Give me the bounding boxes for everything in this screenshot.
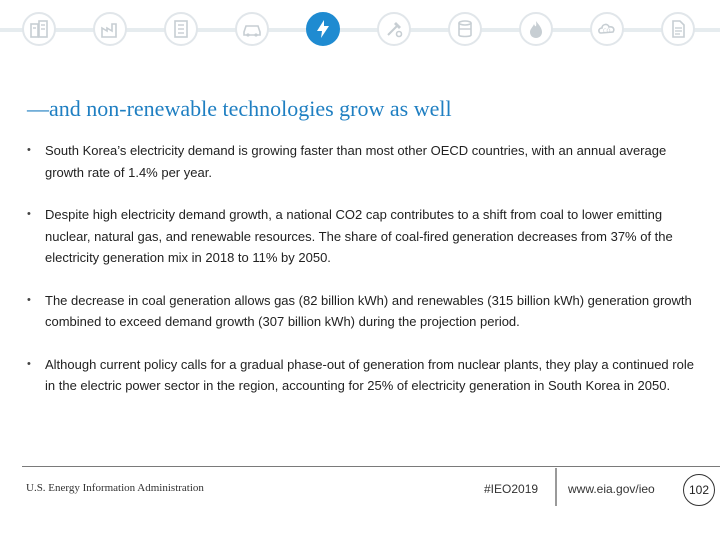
sector-icon-bar: CO — [0, 0, 720, 58]
co2-icon[interactable]: CO — [590, 12, 624, 46]
bullet-item: Despite high electricity demand growth, … — [26, 204, 706, 269]
agency-name: U.S. Energy Information Administration — [26, 482, 204, 494]
svg-text:CO: CO — [603, 29, 610, 35]
page-number: 102 — [683, 474, 715, 506]
car-icon[interactable] — [235, 12, 269, 46]
footer-rule — [22, 466, 720, 467]
icon-bar-rule — [0, 28, 720, 32]
footer-divider — [555, 468, 557, 506]
slide-title: —and non-renewable technologies grow as … — [27, 96, 452, 121]
bullet-item: South Korea’s electricity demand is grow… — [26, 140, 706, 183]
oil-barrel-icon[interactable] — [448, 12, 482, 46]
bullet-item: Although current policy calls for a grad… — [26, 354, 706, 397]
bullet-list: South Korea’s electricity demand is grow… — [26, 140, 706, 397]
website-link[interactable]: www.eia.gov/ieo — [568, 482, 655, 496]
footer: U.S. Energy Information Administration #… — [0, 462, 720, 522]
flame-icon[interactable] — [519, 12, 553, 46]
hashtag: #IEO2019 — [484, 482, 539, 496]
factory-icon[interactable] — [93, 12, 127, 46]
bullet-item: The decrease in coal generation allows g… — [26, 290, 706, 333]
document-icon[interactable] — [661, 12, 695, 46]
lightning-icon[interactable] — [306, 12, 340, 46]
building-icon[interactable] — [22, 12, 56, 46]
tools-icon[interactable] — [377, 12, 411, 46]
office-icon[interactable] — [164, 12, 198, 46]
